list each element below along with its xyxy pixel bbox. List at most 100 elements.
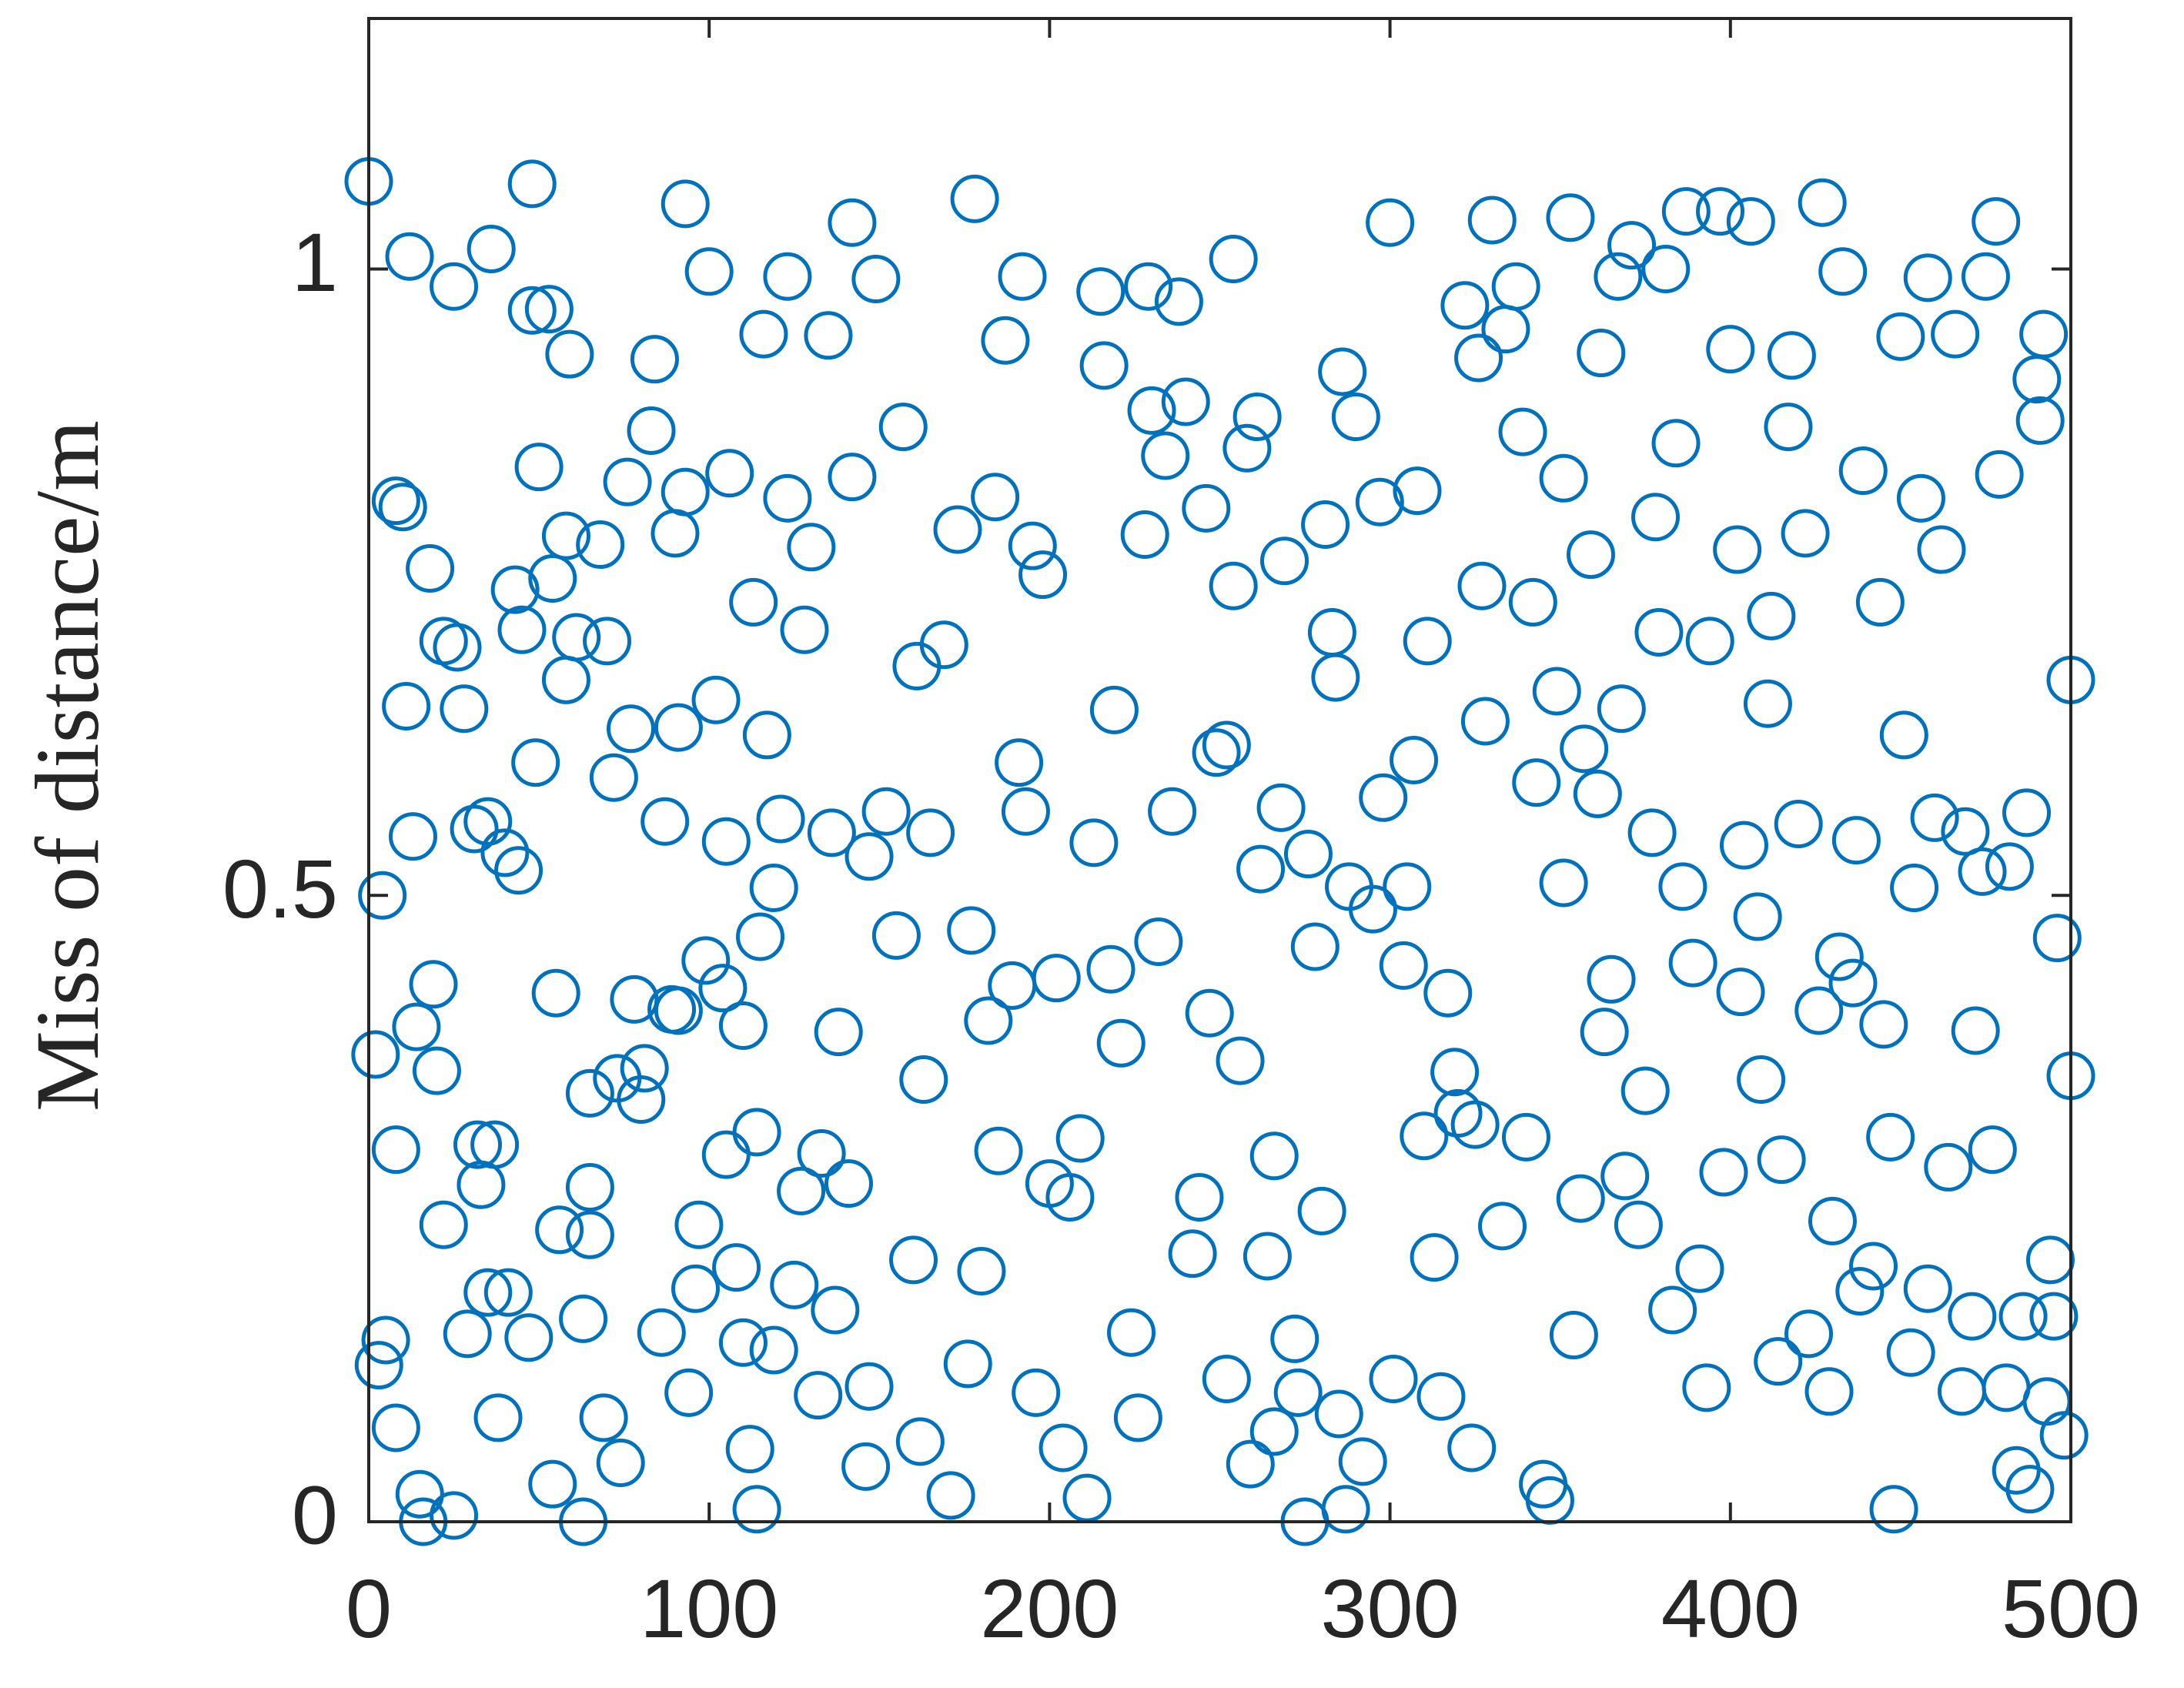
point <box>1096 1018 1146 1068</box>
point <box>361 1315 410 1365</box>
point <box>1403 617 1452 666</box>
point <box>974 1126 1023 1175</box>
point <box>1876 312 1925 361</box>
point <box>1961 252 2010 301</box>
point <box>1226 1439 1275 1489</box>
point <box>514 443 564 492</box>
point <box>1903 253 1952 303</box>
point <box>507 159 557 209</box>
point <box>770 1260 819 1309</box>
point <box>661 467 710 516</box>
point <box>1393 466 1442 516</box>
point <box>1886 1328 1935 1377</box>
point <box>1903 1264 1952 1313</box>
point <box>1249 1407 1299 1456</box>
point <box>1369 1354 1418 1403</box>
point <box>406 543 455 593</box>
x-tick-label: 100 <box>640 1562 778 1655</box>
point <box>828 453 877 502</box>
point <box>535 1205 584 1255</box>
point <box>1249 1131 1299 1181</box>
point <box>1366 198 1415 247</box>
point <box>1290 922 1339 971</box>
point <box>1573 769 1622 818</box>
point <box>797 1129 846 1178</box>
point <box>1600 1152 1650 1201</box>
point <box>1168 1229 1217 1279</box>
point <box>620 1044 669 1093</box>
point <box>388 812 437 861</box>
point <box>1491 262 1540 311</box>
point <box>1454 333 1503 383</box>
point <box>640 797 690 846</box>
point <box>630 335 679 384</box>
point <box>749 1325 798 1375</box>
point <box>1614 1200 1663 1249</box>
point <box>1532 667 1581 716</box>
point <box>1879 710 1928 760</box>
point <box>1260 536 1309 586</box>
point <box>1055 1114 1105 1163</box>
point <box>732 1108 781 1157</box>
point <box>1587 954 1636 1004</box>
point <box>749 863 798 912</box>
point <box>1658 862 1707 911</box>
point <box>780 605 829 654</box>
point <box>1270 1314 1319 1363</box>
point <box>807 808 856 857</box>
point <box>1931 309 1980 359</box>
point <box>871 911 921 960</box>
point <box>995 738 1044 787</box>
point <box>971 473 1020 522</box>
point <box>1577 329 1626 378</box>
point <box>1079 341 1129 390</box>
point <box>718 1001 768 1051</box>
point <box>1859 1000 1908 1049</box>
point <box>354 1341 403 1390</box>
point <box>419 1200 468 1249</box>
point <box>1696 187 1745 236</box>
point <box>1743 679 1792 728</box>
point <box>1808 1196 1857 1245</box>
point <box>2002 788 2052 837</box>
point <box>2015 396 2065 445</box>
point <box>371 1403 420 1452</box>
point <box>1127 386 1176 435</box>
point <box>1838 446 1888 496</box>
point <box>705 449 754 498</box>
plot-frame <box>367 17 2072 1523</box>
point <box>1383 862 1432 911</box>
point <box>725 1425 774 1474</box>
point <box>1767 331 1816 380</box>
point <box>950 174 999 223</box>
point <box>1917 525 1966 574</box>
point <box>1784 1309 1834 1359</box>
point <box>531 968 580 1018</box>
point <box>681 936 731 985</box>
point <box>841 1442 891 1491</box>
point <box>1113 1393 1162 1442</box>
point <box>1440 281 1490 330</box>
point <box>1985 842 2034 891</box>
point <box>1631 493 1681 542</box>
point <box>1089 685 1139 734</box>
point <box>1941 807 1990 856</box>
point <box>1478 1202 1527 1251</box>
point <box>1202 720 1251 770</box>
point <box>1175 1172 1224 1222</box>
point <box>1512 758 1561 807</box>
point <box>1627 808 1677 857</box>
point <box>528 553 577 603</box>
point <box>453 1120 503 1169</box>
point <box>1814 932 1864 981</box>
point <box>1012 1368 1061 1417</box>
point <box>763 473 812 523</box>
point <box>981 316 1030 365</box>
point <box>351 1030 400 1079</box>
point <box>409 960 458 1009</box>
point <box>1948 1292 1997 1341</box>
point <box>1764 403 1813 452</box>
point <box>933 505 982 554</box>
point <box>473 1393 523 1442</box>
point <box>674 1200 724 1249</box>
